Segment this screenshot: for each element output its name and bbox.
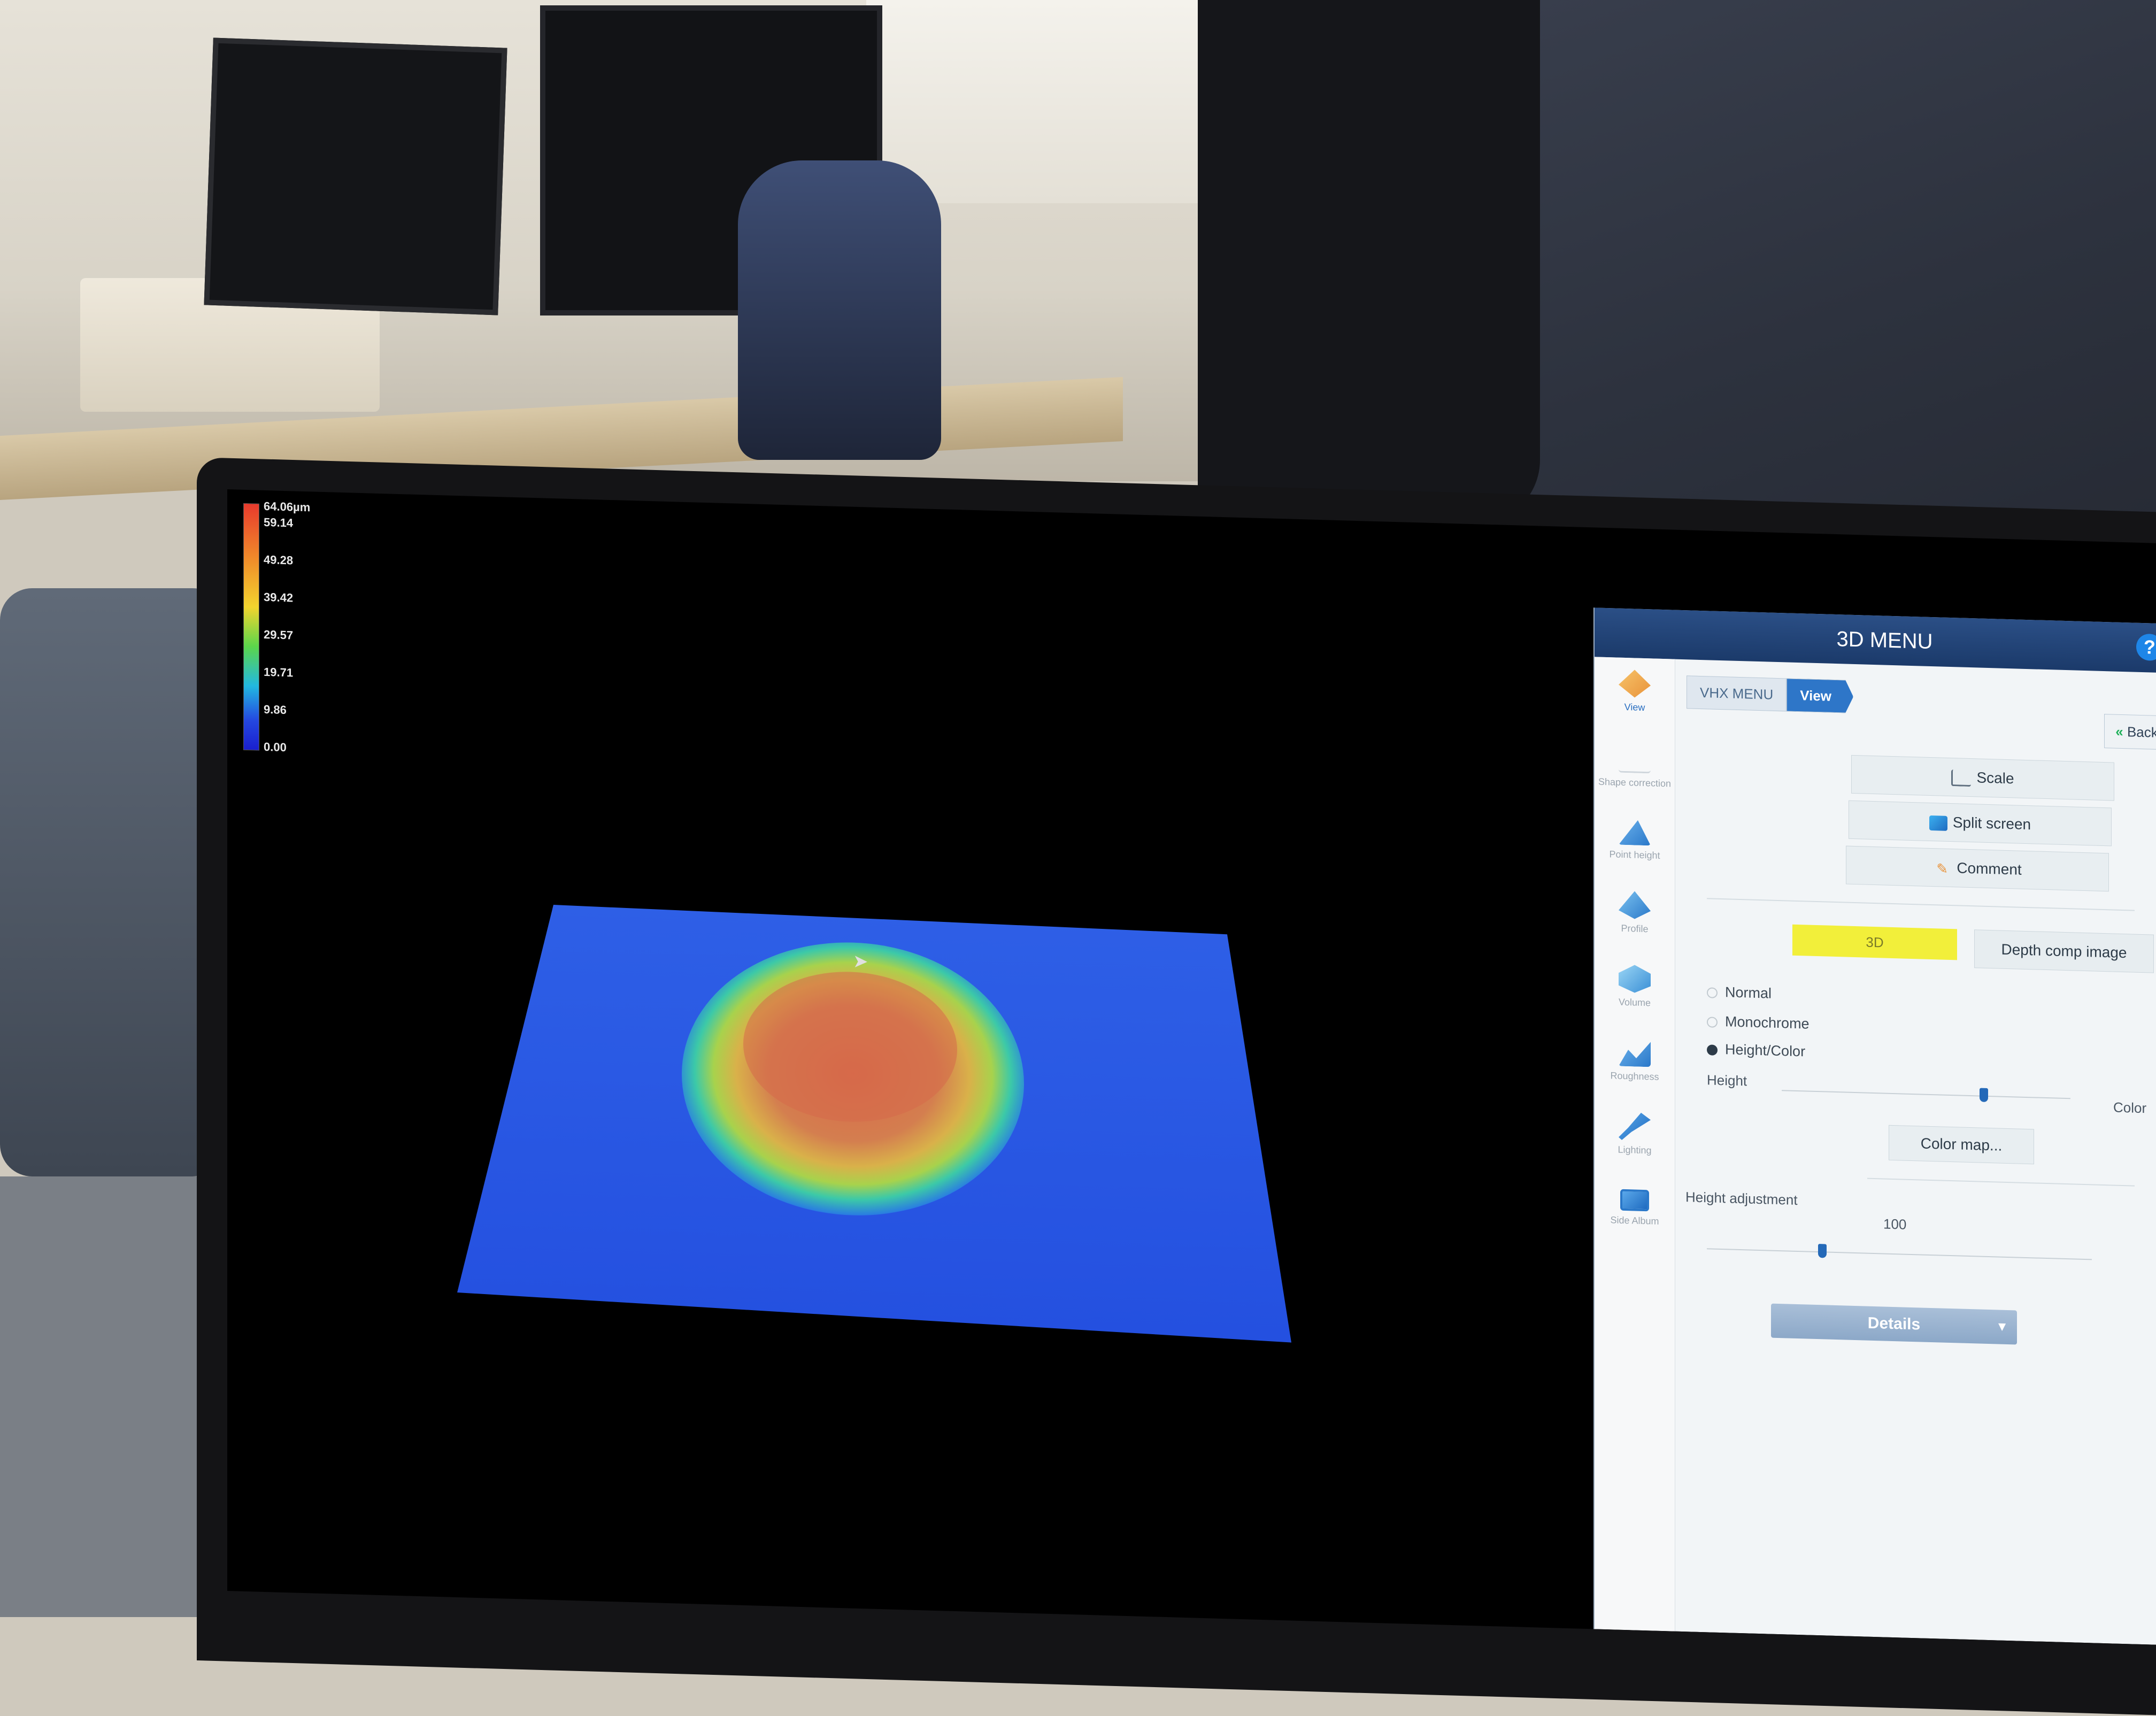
breadcrumb: VHX MENU View	[1687, 675, 1853, 712]
sidebar-item-label: Profile	[1621, 922, 1649, 935]
divider	[1707, 898, 2135, 911]
3d-viewport[interactable]: 64.06µm 59.14 49.28 39.42 29.57 19.71 9.…	[227, 489, 1585, 1629]
point-height-icon	[1619, 817, 1651, 846]
foreground-seat	[0, 1176, 203, 1617]
shape-correction-icon	[1619, 755, 1651, 774]
roughness-icon	[1619, 1038, 1651, 1067]
3d-menu-panel: 3D MENU ? View Shape correction Point he…	[1593, 607, 2156, 1645]
details-label: Details	[1867, 1314, 1921, 1334]
height-adjustment-slider-thumb[interactable]	[1818, 1244, 1827, 1258]
help-button[interactable]: ?	[2136, 633, 2156, 661]
foreground-chair	[0, 588, 225, 1176]
scale-button[interactable]: Scale	[1851, 755, 2114, 801]
side-album-icon	[1620, 1189, 1649, 1212]
split-screen-icon	[1929, 815, 1947, 831]
tab-3d[interactable]: 3D	[1792, 924, 1957, 960]
radio-normal[interactable]: Normal	[1707, 983, 1772, 1002]
background-monitor-left	[204, 37, 507, 316]
color-map-button[interactable]: Color map...	[1889, 1125, 2034, 1165]
sidebar-item-label: View	[1624, 701, 1645, 713]
height-adjustment-slider-track[interactable]	[1707, 1248, 2092, 1260]
comment-label: Comment	[1957, 859, 2022, 878]
lighting-icon	[1619, 1112, 1651, 1141]
view-icon	[1619, 670, 1651, 698]
radio-monochrome[interactable]: Monochrome	[1707, 1013, 1810, 1032]
mouse-cursor-icon: ➤	[853, 951, 868, 972]
sidebar-item-shape-correction[interactable]: Shape correction	[1595, 730, 1675, 806]
details-button[interactable]: Details ▼	[1771, 1303, 2017, 1345]
sidebar-item-view[interactable]: View	[1595, 657, 1675, 733]
scale-label: Scale	[1976, 769, 2014, 787]
radio-label: Height/Color	[1725, 1041, 1806, 1060]
height-label: Height	[1707, 1072, 1747, 1089]
breadcrumb-vhx-menu[interactable]: VHX MENU	[1687, 675, 1787, 712]
sidebar-item-label: Lighting	[1618, 1144, 1652, 1156]
tab-depth-comp-image[interactable]: Depth comp image	[1974, 929, 2154, 973]
sidebar-item-roughness[interactable]: Roughness	[1595, 1026, 1675, 1102]
radio-label: Normal	[1725, 984, 1772, 1002]
radio-button	[1707, 987, 1718, 998]
profile-icon	[1619, 891, 1651, 920]
sidebar-item-lighting[interactable]: Lighting	[1595, 1099, 1675, 1175]
back-label: Back	[2127, 724, 2156, 741]
sidebar-item-side-album[interactable]: Side Album	[1595, 1173, 1675, 1249]
panel-title: 3D MENU	[1836, 627, 1933, 654]
sidebar-item-volume[interactable]: Volume	[1595, 952, 1675, 1028]
sidebar-item-label: Roughness	[1610, 1070, 1659, 1082]
height-color-slider-track[interactable]	[1782, 1090, 2070, 1099]
sidebar-item-label: Point height	[1609, 849, 1660, 861]
double-chevron-left-icon: «	[2115, 723, 2123, 740]
split-screen-button[interactable]: Split screen	[1849, 800, 2112, 847]
comment-button[interactable]: ✎ Comment	[1846, 845, 2109, 892]
chevron-down-icon: ▼	[1996, 1319, 2008, 1335]
tool-sidebar: View Shape correction Point height Profi…	[1595, 657, 1675, 1632]
height-map-surface	[457, 905, 1291, 1343]
sidebar-item-profile[interactable]: Profile	[1595, 878, 1675, 954]
radio-button	[1707, 1017, 1718, 1028]
sidebar-item-label: Volume	[1618, 996, 1651, 1009]
split-screen-label: Split screen	[1952, 814, 2031, 833]
monitor-screen: 64.06µm 59.14 49.28 39.42 29.57 19.71 9.…	[227, 489, 2156, 1645]
radio-height-color[interactable]: Height/Color	[1707, 1041, 1805, 1060]
panel-content: VHX MENU View « Back Scale Split screen …	[1675, 659, 2156, 1645]
hanging-coat	[1198, 0, 1540, 524]
volume-icon	[1619, 965, 1651, 994]
radio-label: Monochrome	[1725, 1013, 1810, 1032]
color-label: Color	[2113, 1099, 2147, 1117]
sidebar-item-label: Shape correction	[1598, 776, 1672, 789]
comment-icon: ✎	[1936, 860, 1949, 877]
divider	[1867, 1178, 2135, 1187]
dome-highlight	[743, 972, 957, 1122]
sidebar-item-point-height[interactable]: Point height	[1595, 804, 1675, 880]
height-adjustment-value: 100	[1883, 1215, 1907, 1233]
back-button[interactable]: « Back	[2104, 714, 2156, 750]
breadcrumb-view[interactable]: View	[1787, 678, 1853, 713]
height-color-slider-thumb[interactable]	[1980, 1088, 1988, 1102]
background-chair	[738, 160, 941, 460]
office-window	[866, 0, 1198, 203]
radio-button-selected	[1707, 1044, 1718, 1056]
sidebar-item-label: Side Album	[1610, 1214, 1659, 1227]
scale-icon	[1951, 769, 1972, 787]
height-adjustment-label: Height adjustment	[1685, 1189, 1798, 1209]
